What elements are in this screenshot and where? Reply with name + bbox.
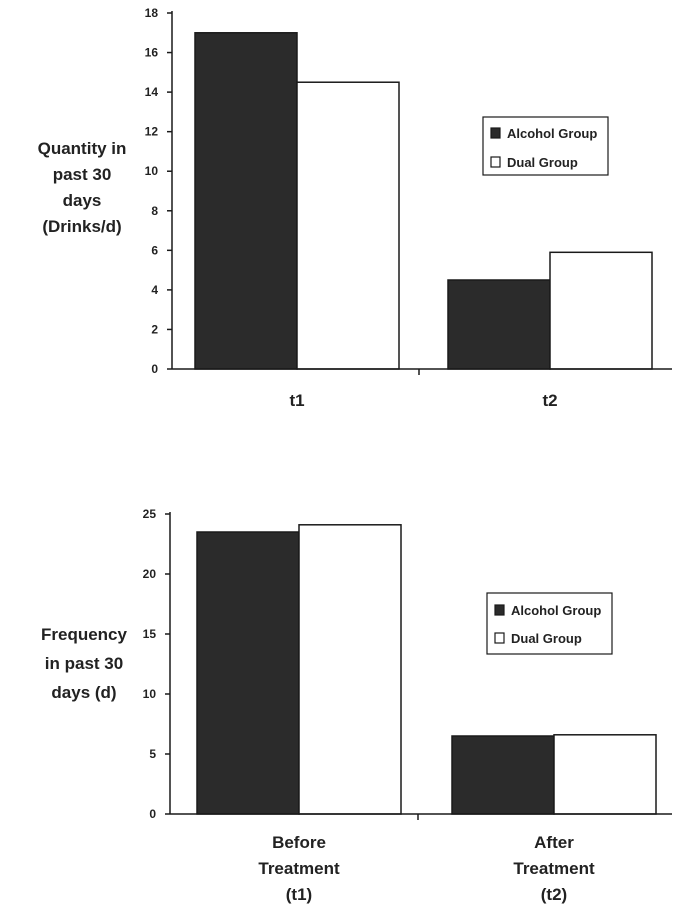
x-category-label: t2 — [542, 391, 557, 410]
x-category-label: After — [534, 833, 574, 852]
legend-entry: Alcohol Group — [511, 603, 601, 618]
y-axis-label-line: in past 30 — [45, 654, 123, 673]
legend-swatch — [494, 604, 505, 616]
bar-alcohol-group — [451, 735, 555, 815]
y-tick-label: 5 — [149, 747, 156, 761]
bar-dual-group — [298, 524, 402, 815]
y-tick-label: 16 — [145, 46, 159, 60]
x-category-label: Before — [272, 833, 326, 852]
y-tick-label: 20 — [143, 567, 157, 581]
y-axis-label: Quantity in past 30 days (Drinks/d) — [38, 139, 127, 236]
y-tick-label: 15 — [143, 627, 157, 641]
x-category-label: t1 — [289, 391, 304, 410]
x-category-label: Treatment — [258, 859, 340, 878]
bar-alcohol-group — [447, 279, 551, 370]
y-tick-label: 10 — [145, 164, 159, 178]
y-tick-label: 0 — [149, 807, 156, 821]
y-tick-label: 12 — [145, 125, 159, 139]
y-axis-label: Frequency in past 30 days (d) — [41, 625, 128, 702]
y-axis-label-line: days — [63, 191, 102, 210]
legend-entry: Alcohol Group — [507, 126, 597, 141]
y-axis-label-line: past 30 — [53, 165, 112, 184]
y-axis-label-line: days (d) — [51, 683, 116, 702]
bar-alcohol-group — [196, 531, 300, 815]
x-category-label: (t1) — [286, 885, 312, 904]
y-axis-label-line: Quantity in — [38, 139, 127, 158]
y-tick-label: 4 — [151, 283, 158, 297]
y-tick-label: 18 — [145, 6, 159, 20]
chart-1: Quantity in past 30 days (Drinks/d) 0 2 4 6 8 10 1… — [38, 6, 672, 410]
legend-swatch — [494, 632, 505, 644]
bar-dual-group — [296, 81, 400, 370]
x-category-label: (t2) — [541, 885, 567, 904]
y-tick-label: 10 — [143, 687, 157, 701]
legend-swatch — [490, 156, 501, 168]
y-axis-label-line: (Drinks/d) — [42, 217, 121, 236]
legend-box — [486, 592, 613, 655]
bar-dual-group — [549, 251, 653, 370]
y-tick-label: 14 — [145, 85, 159, 99]
y-axis-label-line: Frequency — [41, 625, 128, 644]
legend-box — [482, 116, 609, 176]
bar-dual-group — [553, 734, 657, 815]
legend: Alcohol Group Dual Group — [486, 592, 613, 655]
y-tick-label: 8 — [151, 204, 158, 218]
legend: Alcohol Group Dual Group — [482, 116, 609, 176]
legend-entry: Dual Group — [511, 631, 582, 646]
legend-entry: Dual Group — [507, 155, 578, 170]
y-tick-label: 6 — [151, 243, 158, 257]
chart-2: Frequency in past 30 days (d) 0 5 10 15 20 25 Bef… — [41, 507, 672, 904]
bar-alcohol-group — [194, 32, 298, 370]
y-tick-label: 2 — [151, 322, 158, 336]
legend-swatch — [490, 127, 501, 139]
y-tick-label: 25 — [143, 507, 157, 521]
y-tick-label: 0 — [151, 362, 158, 376]
x-category-label: Treatment — [513, 859, 595, 878]
